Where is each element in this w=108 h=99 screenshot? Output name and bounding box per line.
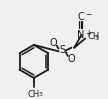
- Text: CH: CH: [87, 32, 99, 41]
- Text: CH: CH: [28, 90, 40, 99]
- Text: +: +: [85, 29, 92, 38]
- Text: S: S: [59, 45, 65, 55]
- Text: 3: 3: [94, 36, 98, 41]
- Text: C: C: [77, 11, 84, 21]
- Text: −: −: [85, 10, 92, 19]
- Text: 3: 3: [39, 92, 43, 97]
- Text: N: N: [77, 30, 84, 40]
- Text: O: O: [68, 54, 75, 64]
- Text: O: O: [49, 38, 57, 48]
